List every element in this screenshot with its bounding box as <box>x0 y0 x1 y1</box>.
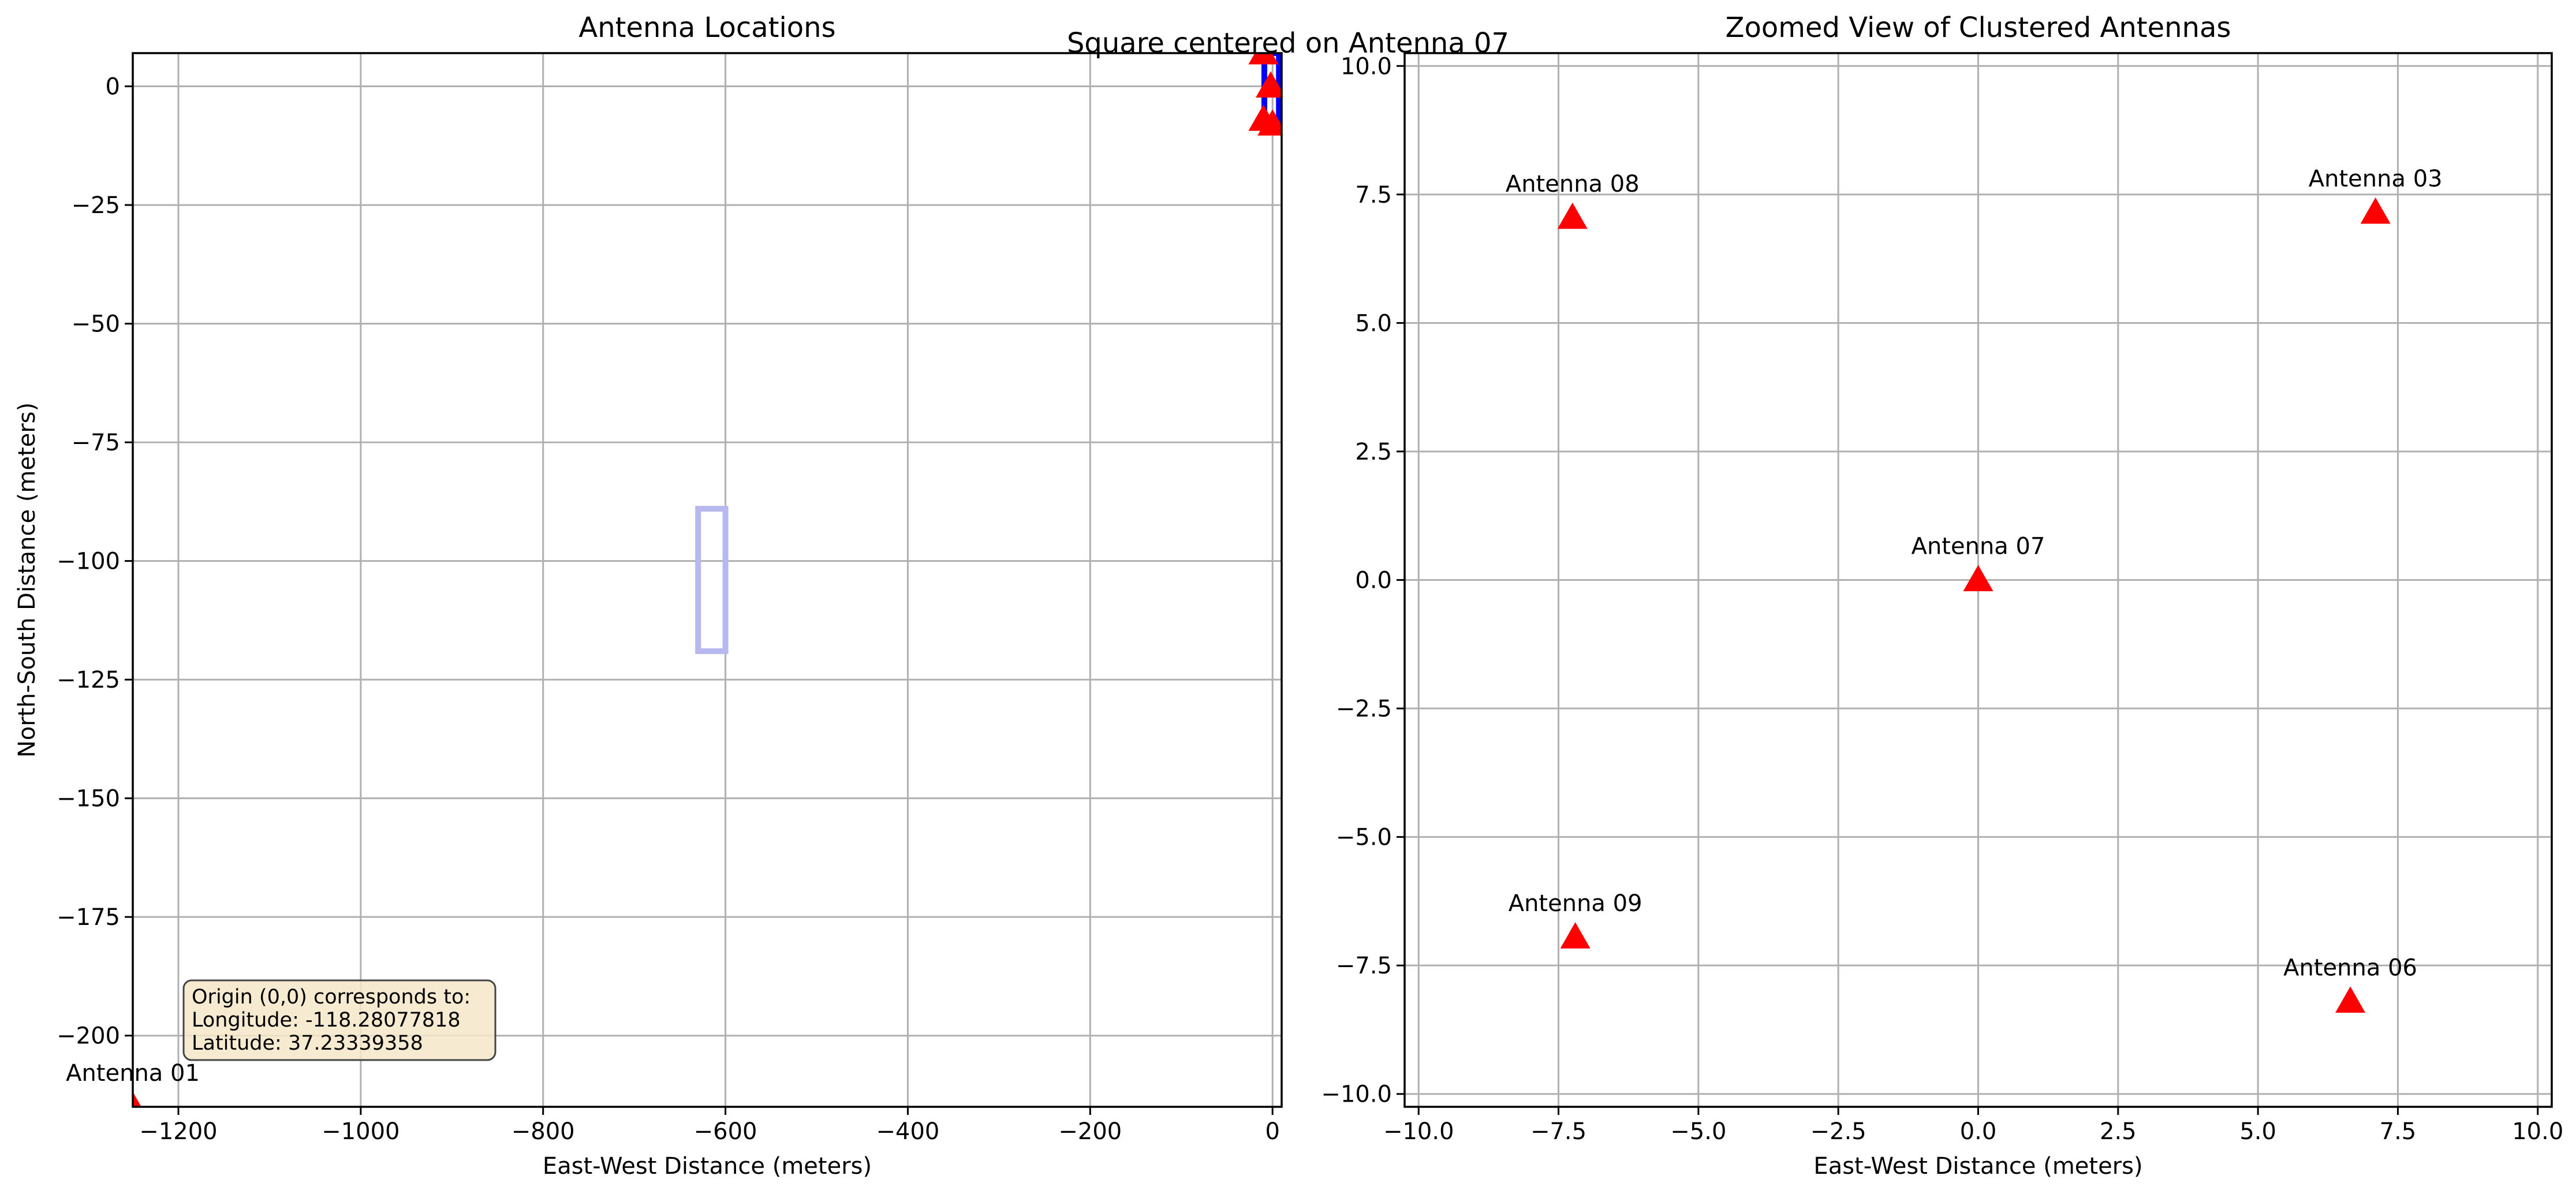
y-tick-label: −100 <box>57 549 120 575</box>
antenna-marker <box>133 1092 141 1107</box>
x-tick-label: 2.5 <box>2100 1118 2137 1145</box>
antenna-label: Antenna 09 <box>1509 890 1642 917</box>
square-outline <box>695 506 729 654</box>
x-tick-label: −5.0 <box>1670 1118 1726 1145</box>
x-axis-label: East-West Distance (meters) <box>1813 1153 2142 1180</box>
antenna-locations-chart: −1200 −1000 −800 −600 −400 −200 0 0 −25 −50 −75 −10… <box>14 12 1283 1180</box>
origin-info-line: Longitude: -118.28077818 <box>192 1009 461 1032</box>
x-axis-label: East-West Distance (meters) <box>543 1153 872 1180</box>
y-tick-label: 5.0 <box>1355 310 1392 337</box>
x-tick-label: −7.5 <box>1530 1118 1586 1145</box>
antenna-marker <box>2360 197 2391 224</box>
y-tick-label: −150 <box>57 786 120 812</box>
antenna-marker <box>1256 71 1282 98</box>
x-tick-label: −2.5 <box>1810 1118 1866 1145</box>
y-tick-label: −25 <box>72 192 120 219</box>
origin-info-line: Latitude: 37.23339358 <box>192 1032 423 1055</box>
axes-frame <box>132 52 1283 1108</box>
y-tick-label: −2.5 <box>1336 696 1392 722</box>
x-tick-label: −600 <box>694 1118 757 1145</box>
y-axis-label: North-South Distance (meters) <box>14 402 40 758</box>
y-tick-label: 7.5 <box>1355 182 1392 208</box>
plot-area <box>1557 197 2391 1013</box>
x-tick-label: 0.0 <box>1960 1118 1997 1145</box>
x-tick-label: −1000 <box>322 1118 400 1145</box>
y-tick-label: 0.0 <box>1355 568 1392 594</box>
antenna-marker <box>1557 202 1588 229</box>
antenna-label: Antenna 08 <box>1506 171 1640 197</box>
origin-info-line: Origin (0,0) corresponds to: <box>192 986 471 1009</box>
x-tick-label: 7.5 <box>2380 1118 2417 1145</box>
figure-suptitle: Square centered on Antenna 07 <box>1067 27 1509 59</box>
zoomed-clustered-antennas-chart: −10.0 −7.5 −5.0 −2.5 0.0 2.5 5.0 7.5 10.0 10.0 7.5… <box>1321 12 2563 1180</box>
antenna-marker <box>1560 922 1591 949</box>
x-tick-label: 0 <box>1265 1118 1279 1145</box>
plot-area <box>133 53 1282 1107</box>
y-tick-label: −200 <box>57 1023 120 1050</box>
x-tick-label: −1200 <box>139 1118 217 1145</box>
origin-info-box <box>182 979 496 1061</box>
chart-title: Zoomed View of Clustered Antennas <box>1726 12 2231 44</box>
x-tick-label: 10.0 <box>2512 1118 2563 1145</box>
y-tick-label: −5.0 <box>1336 824 1392 851</box>
y-tick-label: 0 <box>106 74 120 100</box>
y-tick-label: 10.0 <box>1341 53 1392 80</box>
antenna-marker <box>1248 53 1279 65</box>
y-tick-label: 2.5 <box>1355 439 1392 465</box>
antenna-label: Antenna 03 <box>2309 166 2443 192</box>
antenna-label: Antenna 06 <box>2283 955 2417 982</box>
grid-lines <box>133 53 1282 1107</box>
y-tick-label: −10.0 <box>1321 1081 1392 1108</box>
x-tick-label: 5.0 <box>2239 1118 2276 1145</box>
chart-title: Antenna Locations <box>578 12 835 44</box>
antenna-label: Antenna 07 <box>1912 533 2045 560</box>
x-tick-label: −10.0 <box>1383 1118 1454 1145</box>
x-tick-label: −400 <box>876 1118 940 1145</box>
x-tick-label: −800 <box>512 1118 575 1145</box>
y-tick-label: −7.5 <box>1336 953 1392 979</box>
y-tick-label: −50 <box>72 311 120 338</box>
y-tick-label: −75 <box>72 430 120 456</box>
y-tick-label: −125 <box>57 667 120 693</box>
x-tick-label: −200 <box>1058 1118 1122 1145</box>
antenna-marker <box>2335 986 2366 1013</box>
y-tick-label: −175 <box>57 904 120 931</box>
axes-frame <box>1403 52 2553 1108</box>
antenna-marker <box>1963 565 1993 591</box>
antenna-marker <box>1257 109 1282 136</box>
